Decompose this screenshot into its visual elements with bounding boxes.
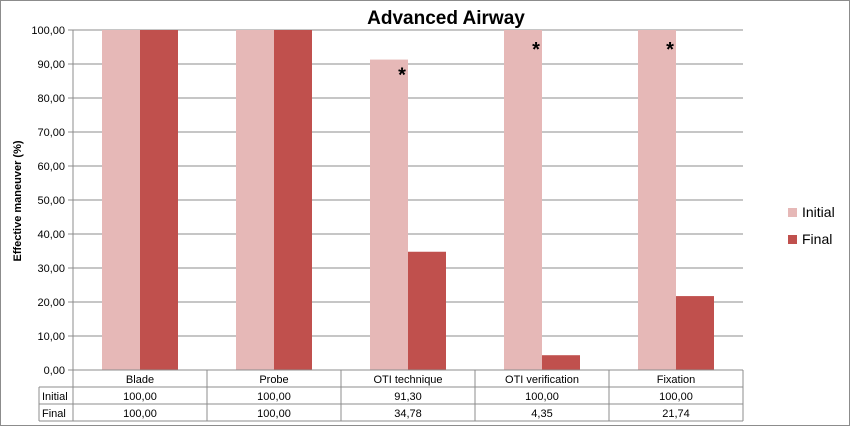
bar-initial-3	[504, 30, 542, 370]
significance-marker: *	[666, 39, 674, 61]
bar-initial-0	[102, 30, 140, 370]
table-row-label: Initial	[42, 391, 68, 403]
significance-marker: *	[532, 39, 540, 61]
y-tick-label: 50,00	[37, 195, 65, 207]
data-label: 100,00	[257, 408, 291, 420]
category-label: OTI technique	[373, 374, 442, 386]
data-label: 91,30	[394, 391, 422, 403]
bar-initial-2	[370, 59, 408, 370]
y-axis-ticks: 0,00 10,00 20,00 30,00 40,00 50,00 60,00 70,00 8…	[31, 25, 65, 377]
y-tick-label: 30,00	[37, 263, 65, 275]
data-table: Blade Probe OTI technique OTI verification F…	[38, 369, 744, 422]
table-row-label: Final	[42, 408, 66, 420]
bar-final-4	[676, 296, 714, 370]
bar-initial-1	[236, 30, 274, 370]
y-tick-label: 10,00	[37, 331, 65, 343]
legend-label-final: Final	[802, 231, 832, 247]
y-tick-label: 60,00	[37, 161, 65, 173]
category-label: Fixation	[657, 374, 696, 386]
y-tick-label: 70,00	[37, 127, 65, 139]
data-label: 4,35	[531, 408, 552, 420]
significance-marker: *	[398, 65, 406, 87]
y-tick-label: 100,00	[31, 25, 65, 37]
y-tick-label: 80,00	[37, 93, 65, 105]
category-label: Probe	[259, 374, 288, 386]
bar-initial-4	[638, 30, 676, 370]
legend-label-initial: Initial	[802, 204, 835, 220]
bar-final-0	[140, 30, 178, 370]
chart-title: Advanced Airway	[367, 8, 525, 29]
bar-final-2	[408, 251, 446, 370]
y-axis-label: Effective maneuver (%)	[12, 140, 24, 261]
bar-final-1	[274, 30, 312, 370]
y-tick-label: 90,00	[37, 59, 65, 71]
y-tick-label: 40,00	[37, 229, 65, 241]
data-label: 21,74	[662, 408, 690, 420]
y-tick-label: 20,00	[37, 297, 65, 309]
data-label: 100,00	[123, 408, 157, 420]
category-label: Blade	[126, 374, 154, 386]
data-label: 100,00	[659, 391, 693, 403]
data-label: 100,00	[257, 391, 291, 403]
data-label: 100,00	[123, 391, 157, 403]
legend: Initial Final	[788, 204, 835, 247]
legend-swatch-final	[788, 235, 797, 244]
data-label: 100,00	[525, 391, 559, 403]
bar-final-3	[542, 355, 580, 370]
bars	[102, 30, 714, 370]
y-tick-label: 0,00	[44, 365, 65, 377]
legend-swatch-initial	[788, 208, 797, 217]
category-label: OTI verification	[505, 374, 579, 386]
data-label: 34,78	[394, 408, 422, 420]
significance-markers: * * *	[398, 39, 674, 87]
